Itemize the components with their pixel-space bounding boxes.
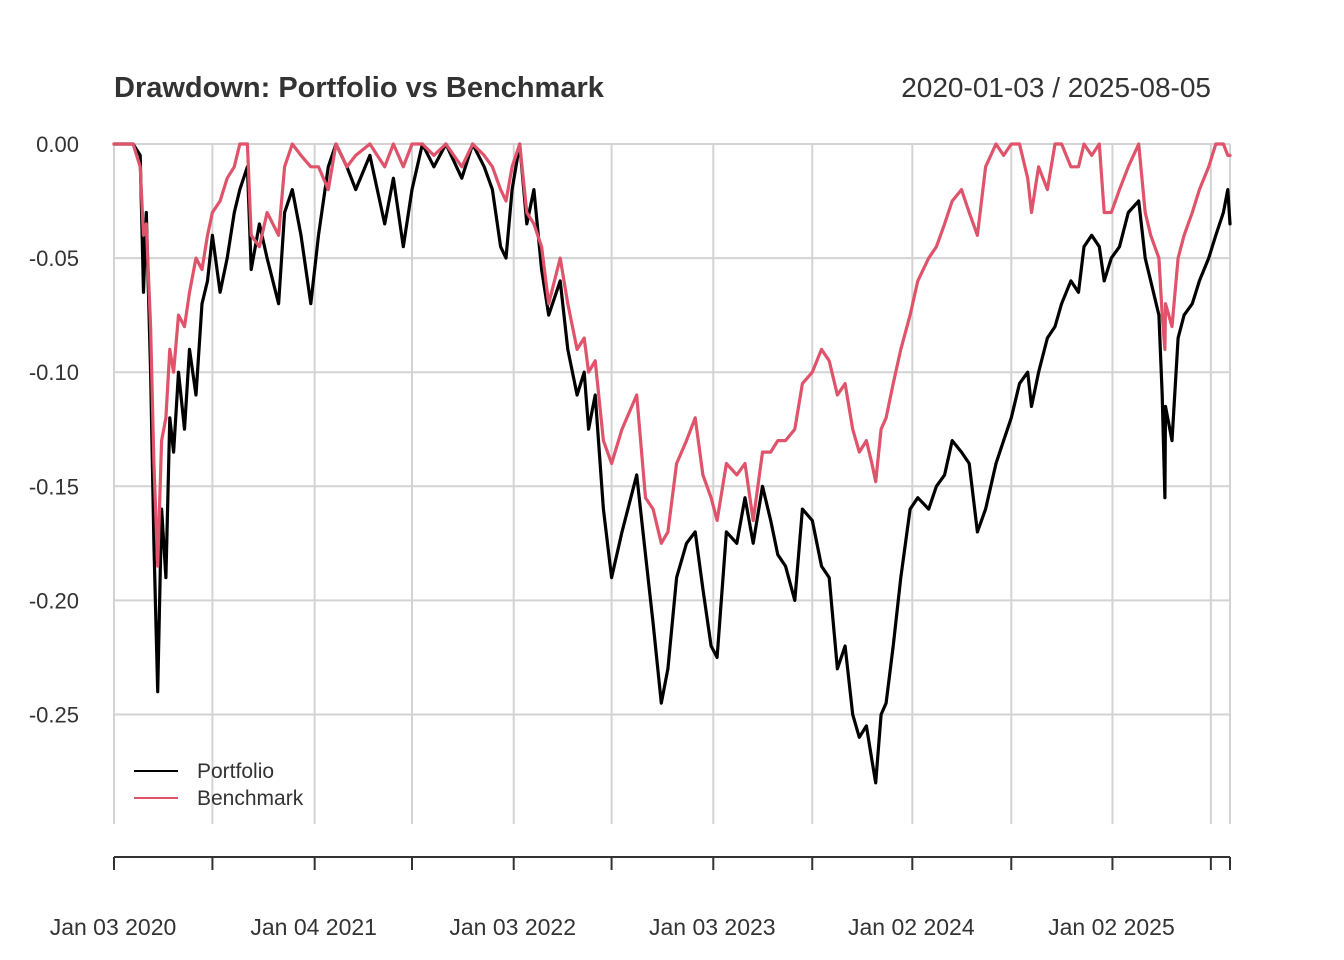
- x-tick-label: Jan 03 2022: [449, 914, 576, 940]
- x-tick-label: Jan 04 2021: [250, 914, 377, 940]
- x-tick-label: Jan 03 2023: [649, 914, 776, 940]
- y-tick-label: -0.10: [29, 360, 79, 385]
- y-tick-label: -0.05: [29, 246, 79, 271]
- legend-label-portfolio: Portfolio: [197, 760, 274, 783]
- x-tick-label: Jan 03 2020: [50, 914, 177, 940]
- x-tick-label: Jan 02 2025: [1048, 914, 1175, 940]
- y-axis-labels: 0.00 -0.05 -0.10 -0.15 -0.20 -0.25: [29, 132, 79, 727]
- y-tick-label: -0.15: [29, 474, 79, 499]
- y-tick-label: -0.25: [29, 702, 79, 727]
- series-line-portfolio: [112, 142, 1232, 785]
- x-axis: Jan 03 2020 Jan 04 2021 Jan 03 2022 Jan 03 …: [50, 856, 1231, 940]
- y-tick-label: -0.20: [29, 588, 79, 613]
- legend-label-benchmark: Benchmark: [197, 787, 304, 810]
- date-range-label: 2020-01-03 / 2025-08-05: [901, 72, 1211, 103]
- series-line-benchmark: [112, 142, 1232, 568]
- y-tick-label: 0.00: [36, 132, 79, 157]
- chart-title: Drawdown: Portfolio vs Benchmark: [114, 72, 605, 104]
- x-tick-label: Jan 02 2024: [848, 914, 975, 940]
- legend: Portfolio Benchmark: [134, 760, 304, 810]
- series-lines: [112, 142, 1232, 785]
